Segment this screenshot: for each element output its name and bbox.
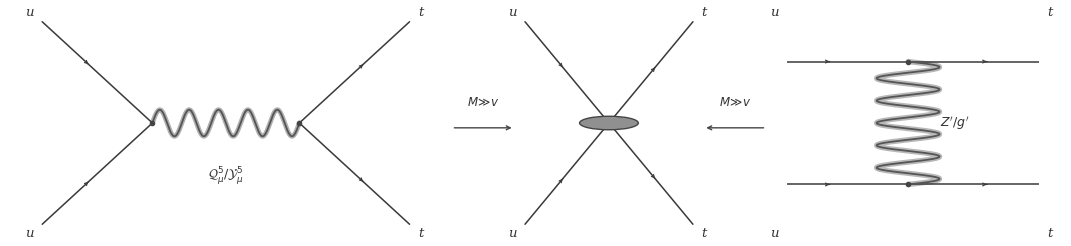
Text: $\mathcal{Q}^5_\mu/\mathcal{Y}^5_\mu$: $\mathcal{Q}^5_\mu/\mathcal{Y}^5_\mu$ — [208, 165, 244, 187]
Circle shape — [579, 116, 638, 130]
Text: t: t — [702, 6, 707, 19]
Text: t: t — [702, 227, 707, 240]
Text: u: u — [770, 227, 779, 240]
Text: t: t — [418, 6, 423, 19]
Text: u: u — [26, 6, 34, 19]
Text: u: u — [508, 227, 516, 240]
Text: $Z'/g'$: $Z'/g'$ — [939, 114, 969, 132]
Text: t: t — [1047, 6, 1053, 19]
Text: $M\!\gg\!v$: $M\!\gg\!v$ — [467, 95, 499, 108]
Text: u: u — [26, 227, 34, 240]
Text: u: u — [508, 6, 516, 19]
Text: t: t — [418, 227, 423, 240]
Text: u: u — [770, 6, 779, 19]
Text: t: t — [1047, 227, 1053, 240]
Text: $M\!\gg\!v$: $M\!\gg\!v$ — [719, 95, 751, 108]
